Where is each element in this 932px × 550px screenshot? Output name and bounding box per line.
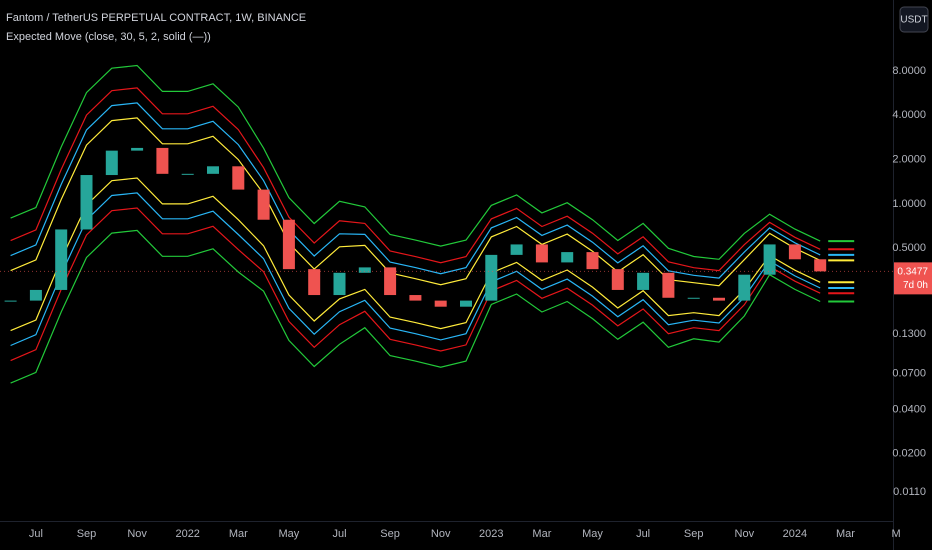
band-line bbox=[10, 87, 821, 272]
candle bbox=[55, 229, 68, 290]
x-tick-label: Jul bbox=[636, 528, 650, 540]
candle bbox=[561, 252, 574, 263]
band-line bbox=[10, 229, 821, 384]
candle bbox=[763, 244, 776, 275]
candle bbox=[131, 147, 144, 151]
currency-button[interactable] bbox=[899, 6, 929, 33]
candle bbox=[814, 259, 827, 272]
price-label-box bbox=[894, 262, 932, 295]
y-tick-label: 2.0000 bbox=[892, 153, 926, 165]
currency-label[interactable]: USDT bbox=[900, 15, 927, 26]
candle bbox=[460, 300, 472, 307]
y-tick-label: 0.0110 bbox=[893, 486, 926, 498]
candle bbox=[232, 166, 245, 190]
x-tick-label: Nov bbox=[735, 528, 755, 540]
candle bbox=[333, 272, 346, 296]
band-line bbox=[10, 177, 821, 332]
band-line bbox=[10, 192, 821, 347]
candle bbox=[510, 244, 523, 255]
candle bbox=[535, 244, 548, 263]
candle bbox=[80, 175, 93, 230]
y-tick-label: 0.0400 bbox=[892, 403, 926, 415]
x-tick-label: Sep bbox=[684, 528, 704, 540]
candle bbox=[611, 269, 624, 290]
price-label: 0.3477 bbox=[897, 267, 928, 278]
x-tick-label: Jul bbox=[332, 528, 346, 540]
x-tick-label: Nov bbox=[431, 528, 451, 540]
y-tick-label: 4.0000 bbox=[892, 109, 926, 121]
x-tick-label: Nov bbox=[127, 528, 147, 540]
candle bbox=[384, 267, 397, 296]
x-tick-label: Mar bbox=[836, 528, 855, 540]
candle bbox=[788, 244, 801, 260]
x-tick-label: 2022 bbox=[175, 528, 199, 540]
x-tick-label: Sep bbox=[380, 528, 400, 540]
x-tick-label: M bbox=[892, 528, 901, 540]
candle bbox=[434, 300, 447, 307]
indicator-label: Expected Move (close, 30, 5, 2, solid (—… bbox=[6, 31, 211, 43]
candle bbox=[662, 272, 675, 298]
y-tick-label: 0.1300 bbox=[892, 328, 926, 340]
y-tick-label: 0.5000 bbox=[892, 242, 926, 254]
x-tick-label: Mar bbox=[532, 528, 551, 540]
y-tick-label: 8.0000 bbox=[892, 65, 926, 77]
band-line bbox=[10, 102, 821, 279]
candle bbox=[156, 147, 169, 174]
countdown-label: 7d 0h bbox=[903, 280, 928, 291]
candle bbox=[358, 267, 371, 273]
y-tick-label: 1.0000 bbox=[892, 198, 926, 210]
x-tick-label: 2024 bbox=[783, 528, 807, 540]
candle bbox=[308, 269, 321, 296]
x-tick-label: Sep bbox=[77, 528, 97, 540]
x-tick-label: Mar bbox=[229, 528, 248, 540]
candle bbox=[409, 295, 422, 301]
candle bbox=[738, 274, 751, 301]
candle bbox=[713, 297, 725, 301]
x-tick-label: 2023 bbox=[479, 528, 503, 540]
candle bbox=[181, 173, 194, 175]
candle bbox=[207, 166, 219, 174]
candle bbox=[4, 300, 17, 302]
candle bbox=[282, 219, 295, 270]
x-tick-label: May bbox=[279, 528, 300, 540]
candle bbox=[687, 297, 700, 299]
band-line bbox=[10, 207, 821, 362]
band-line bbox=[10, 64, 821, 260]
candle bbox=[29, 289, 42, 301]
candle bbox=[257, 189, 270, 220]
y-tick-label: 0.0200 bbox=[892, 448, 926, 460]
x-tick-label: Jul bbox=[29, 528, 43, 540]
candle bbox=[105, 150, 118, 176]
candle bbox=[485, 254, 498, 301]
plot bbox=[4, 64, 855, 384]
chart-title: Fantom / TetherUS PERPETUAL CONTRACT, 1W… bbox=[6, 12, 306, 24]
y-tick-label: 0.0700 bbox=[892, 368, 926, 380]
candle bbox=[586, 252, 599, 270]
band-line bbox=[10, 117, 821, 287]
candle bbox=[637, 272, 650, 290]
x-tick-label: May bbox=[582, 528, 603, 540]
